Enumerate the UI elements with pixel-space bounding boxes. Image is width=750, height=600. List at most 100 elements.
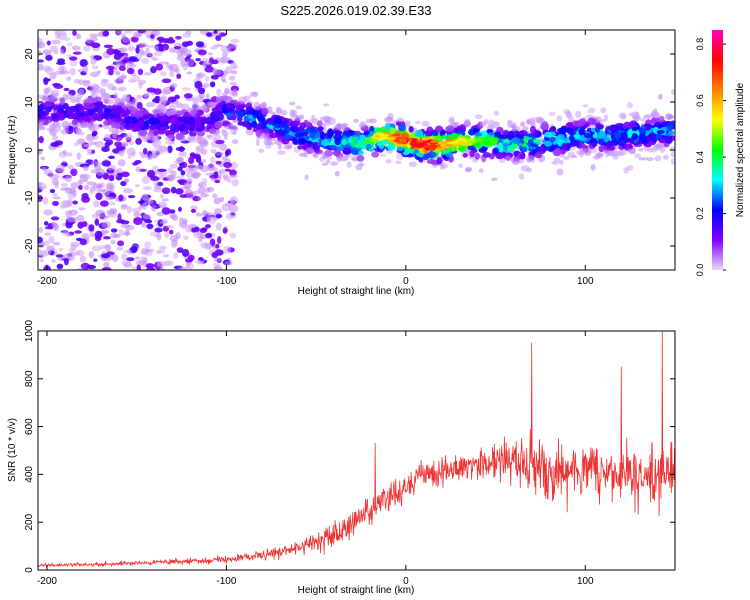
heatmap-cell bbox=[206, 216, 217, 224]
heatmap-cell bbox=[175, 102, 184, 109]
heatmap-cell bbox=[135, 94, 143, 99]
heatmap-cell bbox=[146, 44, 156, 49]
heatmap-cell bbox=[189, 135, 197, 143]
heatmap-cell bbox=[54, 140, 64, 146]
heatmap-cell bbox=[70, 168, 78, 177]
heatmap-cell bbox=[179, 162, 184, 167]
heatmap-cell bbox=[141, 202, 148, 211]
heatmap-cell bbox=[146, 34, 152, 39]
heatmap-cell bbox=[445, 125, 455, 133]
heatmap-cell bbox=[257, 116, 266, 122]
heatmap-cell bbox=[194, 260, 204, 264]
heatmap-cell bbox=[38, 119, 45, 127]
heatmap-cell bbox=[395, 160, 402, 165]
heatmap-cell bbox=[49, 188, 56, 194]
heatmap-cell bbox=[90, 57, 97, 66]
heatmap-cell bbox=[288, 101, 296, 106]
heatmap-cell bbox=[163, 148, 169, 153]
heatmap-cell bbox=[214, 208, 222, 215]
heatmap-cell bbox=[95, 209, 106, 217]
heatmap-cell bbox=[215, 160, 222, 165]
heatmap-cell bbox=[137, 30, 146, 34]
heatmap-cell bbox=[89, 185, 96, 193]
heatmap-cell bbox=[167, 145, 173, 154]
heatmap-cell bbox=[59, 97, 65, 105]
heatmap-cell bbox=[229, 232, 237, 239]
heatmap-cell bbox=[45, 67, 54, 75]
heatmap-cell bbox=[39, 110, 47, 116]
heatmap-cell bbox=[334, 170, 340, 177]
heatmap-cell bbox=[473, 132, 483, 137]
heatmap-cell bbox=[600, 107, 607, 114]
heatmap-cell bbox=[639, 118, 646, 122]
heatmap-cell bbox=[225, 213, 234, 220]
heatmap-cell bbox=[51, 104, 61, 111]
heatmap-cell bbox=[431, 131, 439, 137]
snr-y-label: SNR (10 * v/v) bbox=[7, 418, 18, 482]
heatmap-cell bbox=[280, 129, 290, 135]
heatmap-cell bbox=[568, 115, 574, 124]
heatmap-cell bbox=[137, 42, 148, 48]
heatmap-cell bbox=[238, 96, 247, 104]
heatmap-cell bbox=[63, 87, 70, 92]
colorbar-tick-label: 0.2 bbox=[695, 207, 705, 220]
heatmap-cell bbox=[565, 121, 575, 130]
heatmap-cell bbox=[38, 59, 44, 63]
heatmap-cell bbox=[69, 99, 80, 104]
heatmap-cell bbox=[54, 30, 61, 36]
heatmap-cell bbox=[147, 52, 154, 57]
heatmap-cell bbox=[115, 71, 121, 76]
heatmap-cell bbox=[281, 123, 289, 129]
heatmap-cell bbox=[78, 184, 83, 190]
heatmap-cell bbox=[499, 134, 509, 140]
snr-plot-area bbox=[38, 331, 675, 570]
heatmap-cell bbox=[408, 161, 417, 168]
heatmap-cell bbox=[161, 187, 171, 195]
heatmap-cell bbox=[118, 229, 125, 237]
colorbar-ticks: 0.0 0.2 0.4 0.6 0.8 bbox=[695, 38, 726, 276]
heatmap-cell bbox=[176, 110, 184, 116]
heatmap-cell bbox=[397, 117, 404, 123]
heatmap-cell bbox=[201, 212, 207, 218]
heatmap-cell bbox=[205, 93, 210, 101]
heatmap-cell bbox=[232, 91, 238, 95]
heatmap-cell bbox=[106, 48, 115, 55]
heatmap-cell bbox=[156, 211, 164, 217]
heatmap-cell bbox=[208, 128, 217, 135]
heatmap-cell bbox=[117, 86, 127, 92]
heatmap-cell bbox=[279, 109, 288, 116]
heatmap-cell bbox=[646, 157, 654, 162]
heatmap-cell bbox=[70, 243, 77, 251]
heatmap-cell bbox=[151, 204, 157, 212]
heatmap-cell bbox=[430, 140, 439, 144]
snr-y-tick-label: 200 bbox=[24, 513, 35, 530]
heatmap-cell bbox=[558, 127, 567, 135]
heatmap-cell bbox=[38, 50, 42, 57]
heatmap-cell bbox=[123, 188, 133, 194]
heatmap-cell bbox=[130, 63, 137, 68]
heatmap-cell bbox=[115, 167, 124, 175]
heatmap-cell bbox=[181, 48, 192, 57]
heatmap-cell bbox=[95, 168, 105, 176]
heatmap-cell bbox=[165, 109, 174, 116]
heatmap-cell bbox=[146, 223, 154, 230]
heatmap-cell bbox=[520, 165, 530, 172]
heatmap-cell bbox=[38, 43, 42, 49]
colorbar-tick-label: 0.6 bbox=[695, 94, 705, 107]
heatmap-cell bbox=[158, 245, 167, 251]
heatmap-cell bbox=[175, 188, 184, 195]
heatmap-cell bbox=[221, 131, 229, 137]
heatmap-cell bbox=[507, 144, 515, 153]
heatmap-cell bbox=[415, 129, 424, 137]
heatmap-cell bbox=[613, 131, 622, 139]
heatmap-cell bbox=[185, 226, 193, 233]
heatmap-cell bbox=[170, 170, 177, 177]
heatmap-cell bbox=[199, 193, 209, 198]
heatmap-cell bbox=[96, 184, 103, 189]
heatmap-cell bbox=[143, 72, 153, 76]
heatmap-cell bbox=[155, 149, 165, 155]
heatmap-cell bbox=[156, 260, 166, 268]
heatmap-cell bbox=[506, 119, 513, 125]
heatmap-cell bbox=[177, 179, 187, 184]
heatmap-cell bbox=[458, 163, 463, 168]
